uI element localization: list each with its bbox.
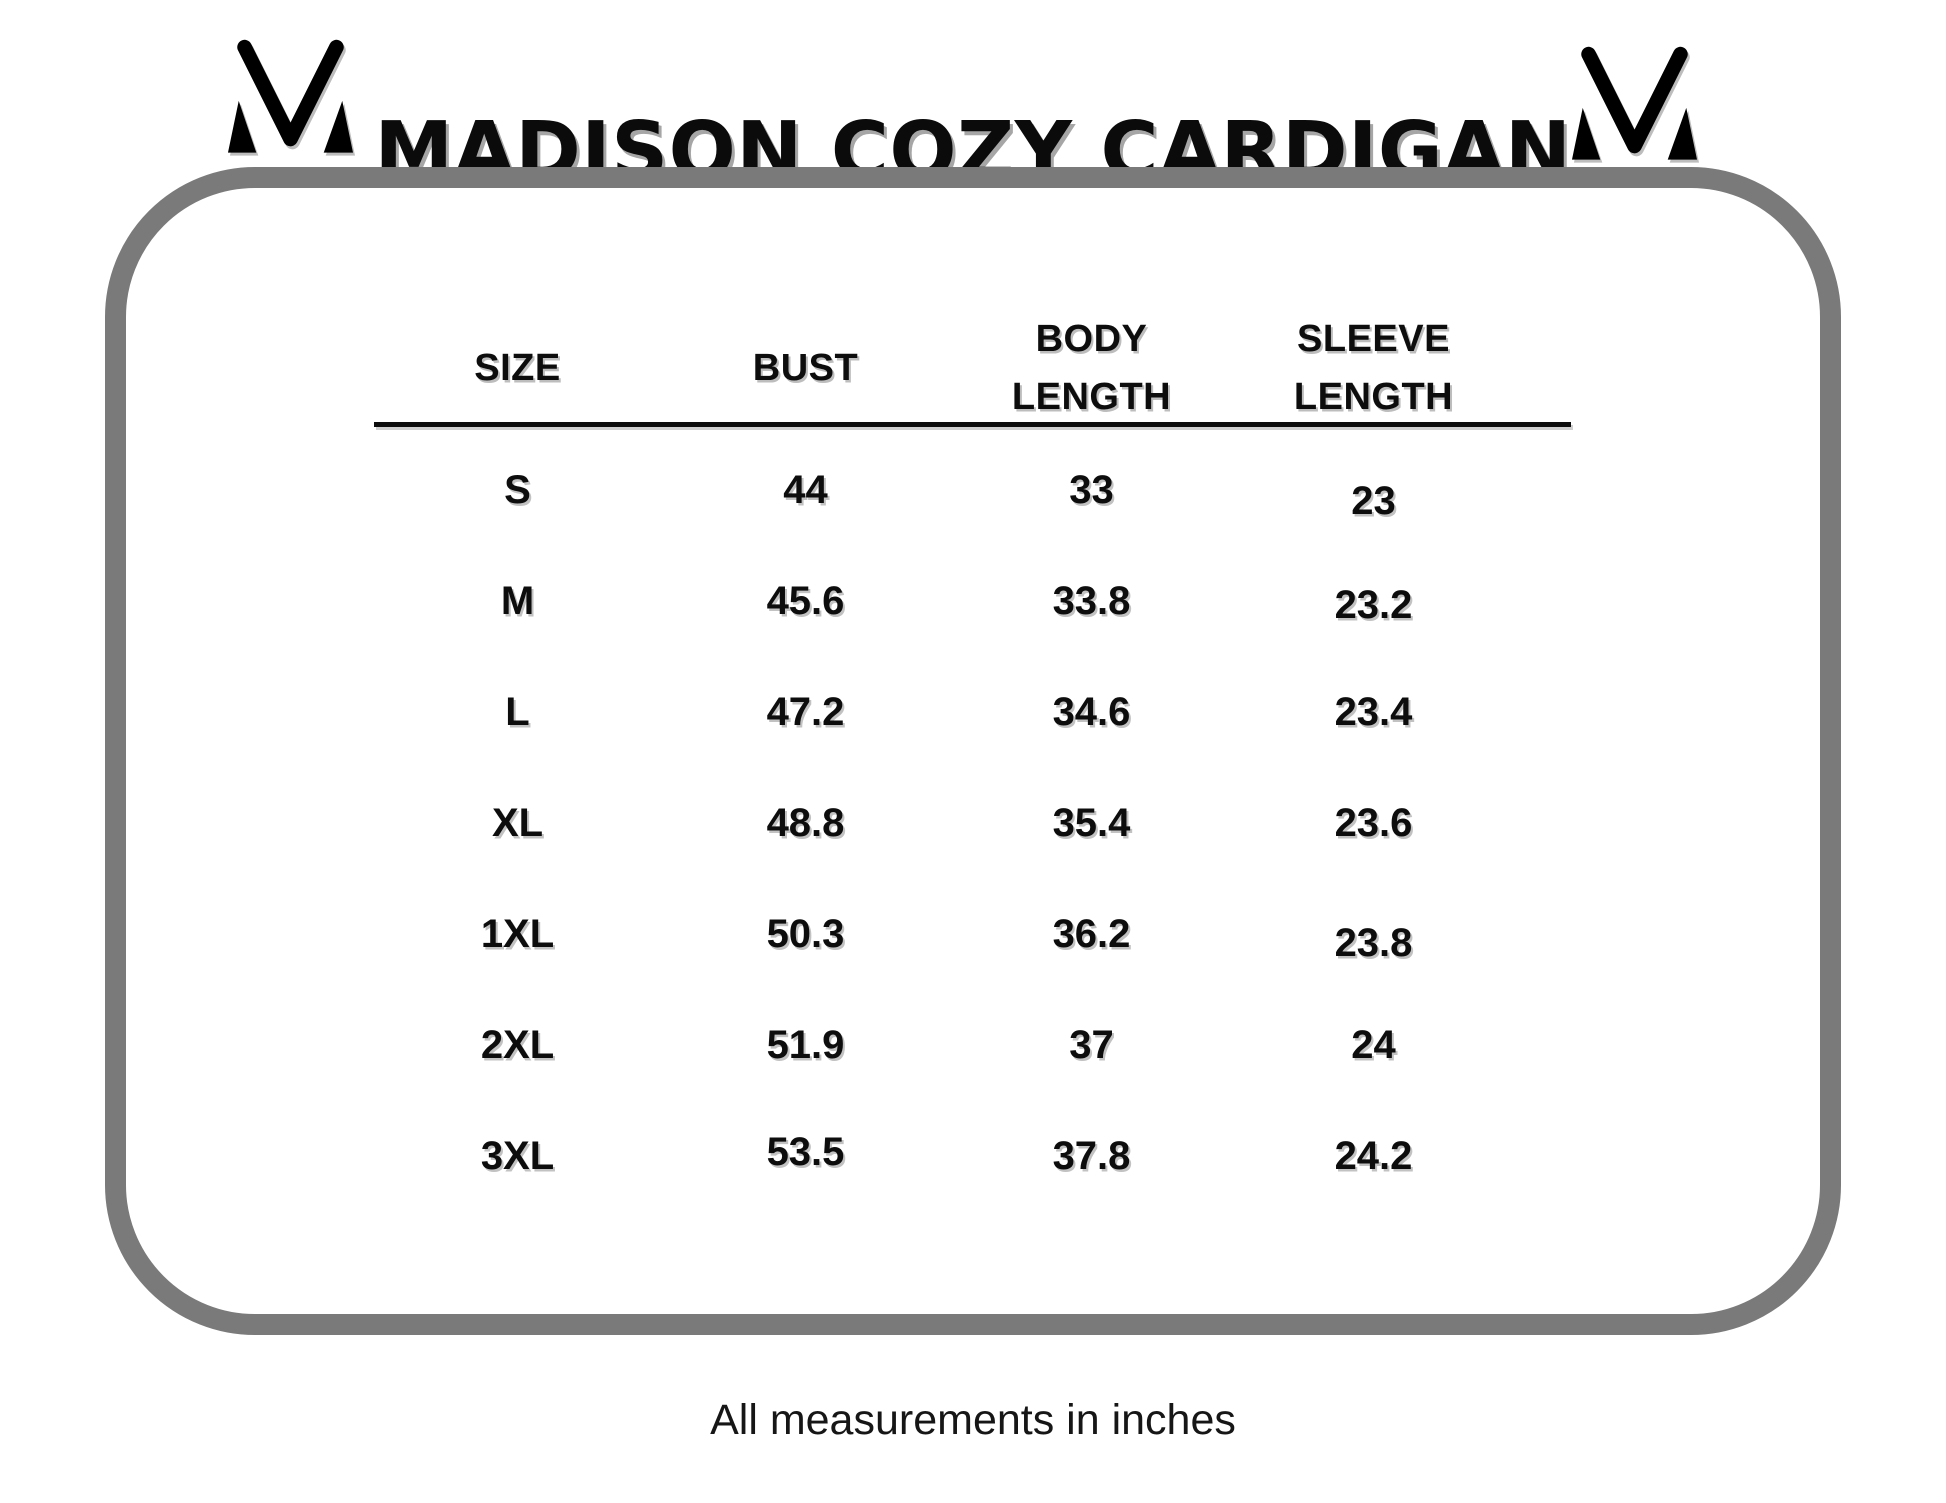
size-cell: L [505,690,530,734]
size-cell: XL [491,801,544,845]
m-monogram-icon [227,39,354,153]
body-length-cell: 36.2 [1052,912,1131,956]
bust-cell: 50.3 [766,912,845,956]
size-cell: 2XL [480,1023,555,1067]
table-row: 1XL 50.3 36.2 23.8 [374,879,1571,990]
sleeve-length-cell: 23 [1351,479,1396,523]
bust-cell: 47.2 [766,690,845,734]
sleeve-length-cell: 23.6 [1334,801,1413,845]
m-monogram-icon [1571,46,1698,160]
sleeve-length-cell: 23.4 [1334,690,1413,734]
size-cell: 3XL [480,1134,555,1178]
header-divider-line [374,422,1571,427]
column-header-bust: BUST [752,347,859,389]
table-row: 3XL 53.5 37.8 24.2 [374,1101,1571,1212]
table-body: S 44 33 23 M 45.6 33.8 23.2 L 47.2 34.6 … [374,427,1571,1212]
sleeve-length-cell: 23.8 [1334,921,1413,965]
table-row: S 44 33 23 [374,435,1571,546]
bust-cell: 48.8 [766,801,845,845]
body-length-cell: 33.8 [1052,579,1131,623]
size-chart-frame [105,167,1841,1335]
table-row: XL 48.8 35.4 23.6 [374,768,1571,879]
column-header-sleeve-length: SLEEVE LENGTH [1293,318,1454,418]
size-cell: 1XL [480,912,555,956]
column-header-size: SIZE [474,347,561,389]
bust-cell: 53.5 [766,1130,845,1174]
size-chart-table: SIZE BUST BODY LENGTH SLEEVE LENGTH S 44… [374,310,1571,1212]
sleeve-length-cell: 24.2 [1334,1134,1413,1178]
bust-cell: 44 [783,468,828,512]
body-length-cell: 37.8 [1052,1134,1131,1178]
bust-cell: 45.6 [766,579,845,623]
table-row: L 47.2 34.6 23.4 [374,657,1571,768]
body-length-cell: 34.6 [1052,690,1131,734]
size-cell: S [504,468,531,512]
bust-cell: 51.9 [766,1023,845,1067]
table-header-row: SIZE BUST BODY LENGTH SLEEVE LENGTH [374,310,1571,422]
body-length-cell: 35.4 [1052,801,1131,845]
body-length-cell: 33 [1069,468,1114,512]
body-length-cell: 37 [1069,1023,1114,1067]
size-cell: M [500,579,535,623]
table-row: M 45.6 33.8 23.2 [374,546,1571,657]
sleeve-length-cell: 24 [1351,1023,1396,1067]
table-row: 2XL 51.9 37 24 [374,990,1571,1101]
measurements-note: All measurements in inches [710,1396,1236,1444]
sleeve-length-cell: 23.2 [1334,583,1413,627]
column-header-body-length: BODY LENGTH [1011,318,1172,418]
